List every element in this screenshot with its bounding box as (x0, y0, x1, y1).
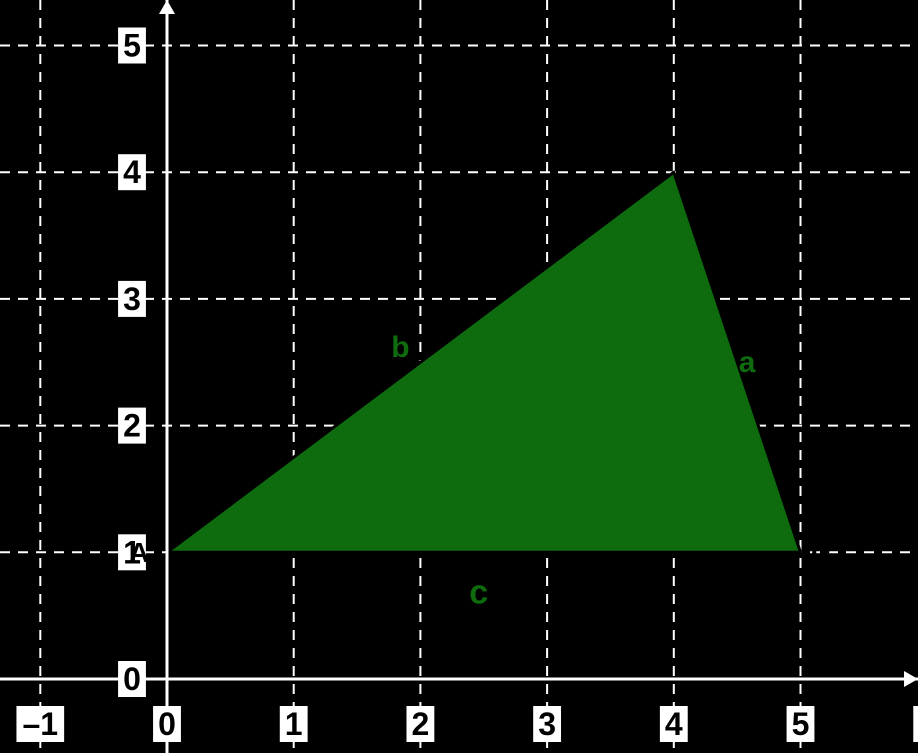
svg-text:1: 1 (285, 706, 303, 742)
svg-text:0: 0 (123, 661, 141, 697)
label-c: c (469, 573, 488, 611)
label-C_top: C (652, 129, 672, 160)
svg-text:0: 0 (158, 706, 176, 742)
svg-text:5: 5 (123, 28, 141, 64)
svg-text:2: 2 (123, 408, 141, 444)
y-tick-5: 5 (118, 28, 146, 64)
x-tick-1: 1 (280, 706, 308, 742)
x-tick-5: 5 (787, 706, 815, 742)
label-b: b (391, 331, 409, 364)
x-tick-6: 6 (913, 706, 918, 742)
svg-text:3: 3 (123, 281, 141, 317)
y-tick-0: 0 (118, 661, 146, 697)
x-tick-3: 3 (533, 706, 561, 742)
svg-text:5: 5 (792, 706, 810, 742)
svg-text:2: 2 (412, 706, 430, 742)
y-tick-4: 4 (118, 154, 146, 190)
svg-text:4: 4 (665, 706, 683, 742)
x-tick--1: –1 (16, 706, 64, 742)
svg-text:3: 3 (538, 706, 556, 742)
label-A: A (129, 537, 149, 568)
svg-text:–1: –1 (23, 706, 59, 742)
y-tick-3: 3 (118, 281, 146, 317)
svg-text:4: 4 (123, 154, 141, 190)
y-tick-2: 2 (118, 408, 146, 444)
coordinate-chart: –10123456012345ABCabcᴳcᴳa (0, 0, 918, 753)
label-a: a (739, 346, 756, 379)
label-Ga: ᴳa (584, 341, 612, 371)
x-tick-0: 0 (153, 706, 181, 742)
x-tick-4: 4 (660, 706, 688, 742)
label-B: B (810, 532, 830, 563)
x-tick-2: 2 (406, 706, 434, 742)
label-Gc: ᴳc (602, 423, 632, 454)
